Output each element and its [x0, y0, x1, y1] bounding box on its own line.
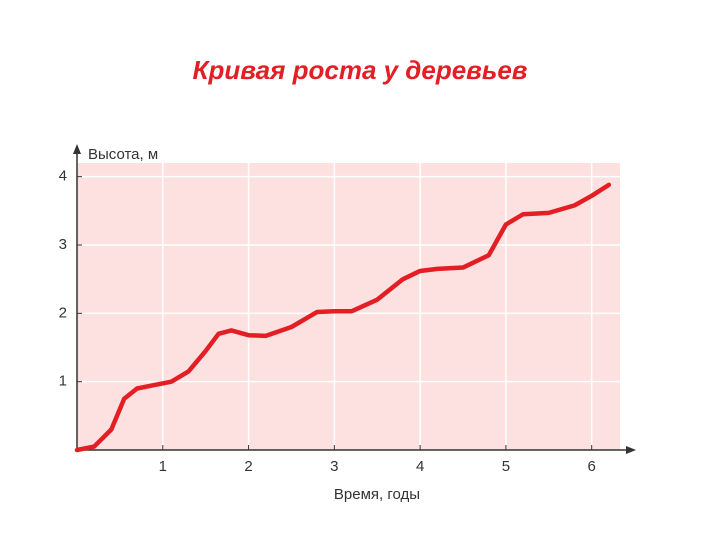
y-tick-label: 2 [59, 304, 67, 321]
chart-title: Кривая роста у деревьев [193, 55, 528, 85]
y-tick-label: 3 [59, 236, 67, 253]
x-axis-arrow [626, 446, 636, 454]
x-tick-label: 6 [588, 458, 596, 475]
line [74, 182, 612, 453]
y-tick-label: 4 [59, 168, 67, 185]
x-tick-label: 2 [244, 458, 252, 475]
y-axis-label: Высота, м [88, 146, 158, 163]
plot-background [77, 163, 620, 450]
x-tick-label: 4 [416, 458, 424, 475]
x-tick-label: 5 [502, 458, 510, 475]
x-tick-label: 3 [330, 458, 338, 475]
y-axis-arrow [73, 144, 81, 154]
x-axis-label: Время, годы [334, 486, 420, 503]
x-tick-label: 1 [159, 458, 167, 475]
y-tick-label: 1 [59, 373, 67, 390]
